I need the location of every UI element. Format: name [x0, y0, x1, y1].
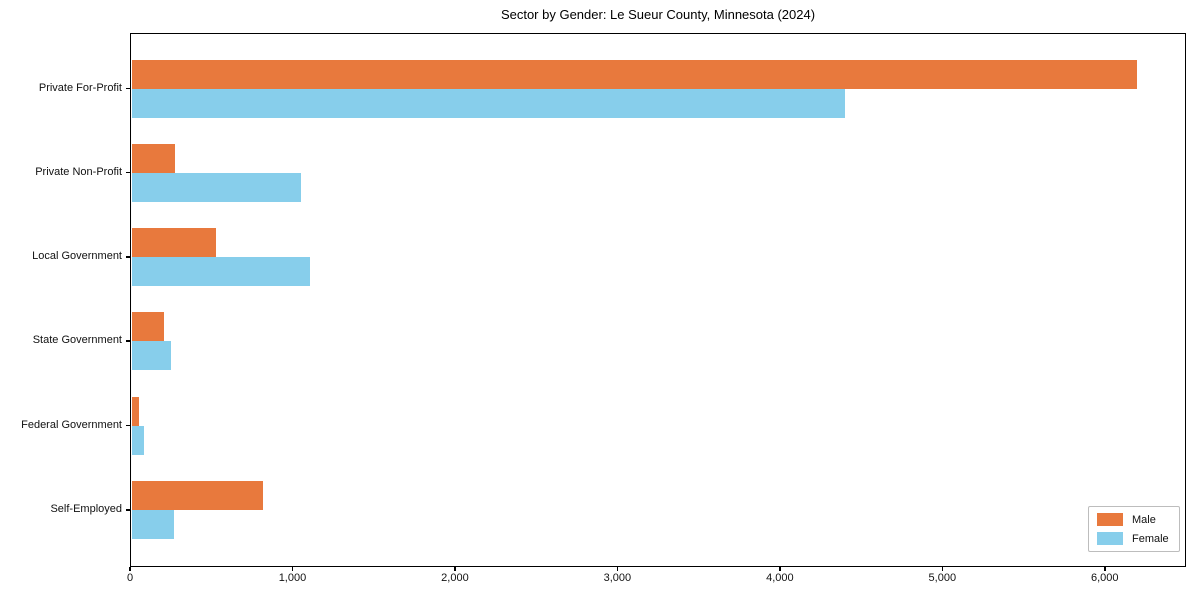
y-tick-federal-government [126, 424, 130, 427]
y-tick-self-employed [126, 509, 130, 511]
x-tick-label-1000: 1,000 [278, 572, 307, 584]
category-label-private-for-profit: Private For-Profit [38, 81, 122, 94]
x-tick-label-4000: 4,000 [766, 572, 794, 584]
category-label-self-employed: Self-Employed [50, 503, 122, 515]
y-tick-state-government [126, 340, 130, 342]
x-tick-4000 [779, 567, 781, 571]
x-tick-2000 [454, 567, 456, 571]
legend-label-female: Female [1132, 532, 1169, 545]
y-tick-private-for-profit [126, 87, 130, 89]
chart-title: Sector by Gender: Le Sueur County, Minne… [500, 7, 816, 22]
category-label-private-non-profit: Private Non-Profit [35, 165, 122, 178]
x-tick-0 [129, 567, 131, 571]
bar-male-private-for-profit [131, 59, 1138, 89]
female-color-swatch [1097, 532, 1123, 545]
x-tick-label-0: 0 [126, 572, 134, 584]
legend-item-female: Female [1097, 532, 1171, 545]
bar-female-self-employed [131, 510, 174, 539]
y-tick-private-non-profit [126, 171, 130, 174]
y-tick-local-government [126, 256, 130, 258]
category-label-state-government: State Government [32, 334, 122, 347]
bar-female-federal-government [131, 425, 144, 455]
x-tick-label-3000: 3,000 [603, 572, 632, 584]
bar-male-private-non-profit [131, 143, 176, 173]
x-tick-5000 [941, 567, 944, 571]
x-tick-label-5000: 5,000 [928, 572, 957, 584]
x-tick-label-6000: 6,000 [1091, 572, 1119, 584]
x-tick-3000 [616, 567, 619, 571]
bar-male-state-government [131, 312, 165, 342]
category-label-local-government: Local Government [32, 250, 122, 263]
bar-female-local-government [131, 257, 311, 287]
bar-female-state-government [131, 341, 171, 371]
bar-male-local-government [131, 228, 217, 258]
male-color-swatch [1097, 513, 1123, 526]
category-label-federal-government: Federal Government [21, 418, 122, 431]
bar-male-self-employed [131, 481, 264, 510]
x-tick-6000 [1104, 567, 1106, 571]
legend-label-male: Male [1132, 513, 1156, 526]
bar-female-private-non-profit [131, 172, 301, 202]
bar-male-federal-government [131, 396, 139, 426]
x-tick-label-2000: 2,000 [441, 572, 469, 584]
plot-area [130, 33, 1186, 567]
bar-female-private-for-profit [131, 88, 845, 118]
x-tick-1000 [291, 567, 294, 571]
legend-item-male: Male [1097, 513, 1171, 526]
legend: Male Female [1088, 506, 1180, 552]
